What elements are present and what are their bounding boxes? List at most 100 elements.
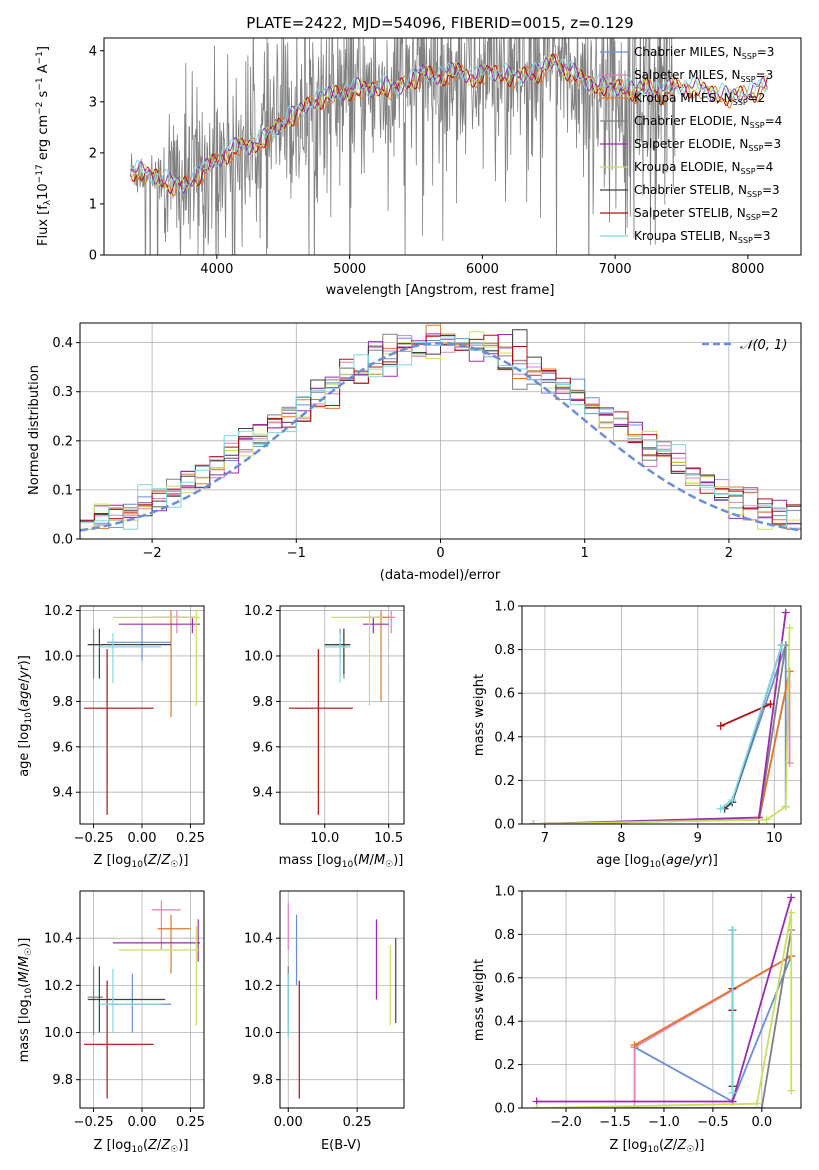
y-tick-label: 10.4: [244, 932, 273, 947]
y-tick-label: 0.4: [494, 1015, 515, 1030]
legend-subscript: SSP: [741, 167, 756, 176]
massZ-xlabel: Z [log10(Z/Z☉)]: [94, 1138, 189, 1155]
y-tick-label: 0.2: [494, 1058, 515, 1073]
x-tick-label: 6000: [466, 262, 499, 277]
legend-subscript: SSP: [738, 236, 753, 245]
spectrum-ylabel: Flux [fλ10−17 erg cm−2 s−1 A−1]: [35, 46, 53, 246]
legend-subscript: SSP: [748, 144, 763, 153]
x-tick-label: −1.0: [648, 1115, 680, 1130]
axes: −2.0 −1.5 −1.0 −0.5 0.0 0.0 0.2 0.4 0.6 0.8 1.0: [494, 885, 802, 1130]
x-tick-label: 0.00: [128, 831, 157, 846]
y-tick-label: 0.6: [494, 687, 515, 702]
weight-vs-age-panel: 7 8 9 10 0.0 0.2 0.4 0.6 0.8 1.0: [494, 600, 802, 846]
weight-vs-Z-panel: −2.0 −1.5 −1.0 −0.5 0.0 0.0 0.2 0.4 0.6 0.8 1.0: [494, 885, 802, 1130]
spectrum-legend: Chabrier MILES, NSSP=3 Salpeter MILES, NS…: [600, 45, 782, 245]
x-tick-label: 4000: [200, 262, 233, 277]
weight-line: [533, 645, 787, 824]
plot-area: [83, 610, 201, 815]
y-tick-label: 9.4: [252, 786, 273, 801]
legend-subscript: SSP: [733, 98, 748, 107]
axes-frame: [279, 605, 405, 825]
normal-curve: [80, 341, 799, 532]
histogram-series: [80, 336, 801, 530]
massZ-ylabel: mass [log10(M/M☉)]: [17, 938, 34, 1063]
grid: [522, 890, 801, 1109]
x-tick-label: −2.0: [550, 1115, 582, 1130]
axes: 4000 5000 6000 7000 8000 0 1 2 3 4: [89, 37, 802, 277]
legend-label: Kroupa MILES, NSSP=2: [634, 91, 765, 107]
x-tick-label: −1: [287, 546, 306, 561]
grid: [280, 606, 404, 824]
legend-count: =3: [762, 183, 780, 197]
legend-count: =3: [763, 137, 781, 151]
y-tick-label: 9.6: [52, 740, 73, 755]
x-tick-label: 7000: [599, 262, 632, 277]
x-tick-label: 9: [694, 831, 702, 846]
mass-vs-Z-panel: −0.25 0.00 0.25 9.8 10.0 10.2 10.4: [44, 890, 205, 1130]
hist-xlabel: (data-model)/error: [380, 568, 501, 583]
observed-spectrum: [130, 38, 676, 255]
y-tick-label: 0.2: [52, 434, 73, 449]
legend-label: Salpeter STELIB, NSSP=2: [634, 206, 778, 222]
y-tick-label: 2: [89, 146, 97, 161]
spectrum-xlabel: wavelength [Angstrom, rest frame]: [326, 283, 555, 298]
legend-label: Chabrier STELIB, NSSP=3: [634, 183, 780, 199]
age-vs-mass-panel: 10.0 10.5 9.4 9.6 9.8 10.0 10.2: [244, 604, 405, 846]
y-tick-label: 10.0: [244, 649, 273, 664]
plot-area: [130, 38, 769, 255]
x-tick-label: 0.25: [176, 1115, 205, 1130]
weight-line: [536, 929, 793, 1108]
y-tick-label: 0.8: [494, 928, 515, 943]
ageZ-ylabel: age [log10(age/yr)]: [17, 655, 34, 777]
y-tick-label: 0.4: [494, 730, 515, 745]
weight-line: [533, 612, 787, 824]
y-tick-label: 1.0: [494, 600, 515, 615]
y-tick-label: 3: [89, 95, 97, 110]
x-tick-label: 10.5: [374, 831, 403, 846]
x-tick-label: −1.5: [599, 1115, 631, 1130]
y-tick-label: 1.0: [494, 885, 515, 900]
x-tick-label: 0.00: [274, 1115, 303, 1130]
y-tick-label: 0.3: [52, 385, 73, 400]
x-tick-label: 0.0: [751, 1115, 772, 1130]
legend-label: Chabrier MILES, NSSP=3: [634, 45, 774, 61]
y-tick-label: 0.2: [494, 774, 515, 789]
y-tick-label: 10.0: [44, 1026, 73, 1041]
x-tick-label: 1: [581, 546, 589, 561]
x-tick-label: 0: [436, 546, 444, 561]
y-tick-label: 0.4: [52, 336, 73, 351]
axes-frame: [521, 890, 802, 1109]
y-tick-label: 1: [89, 197, 97, 212]
y-tick-label: 10.2: [44, 604, 73, 619]
legend-count: =2: [748, 91, 766, 105]
weight-line: [634, 955, 792, 1046]
legend-label: Salpeter MILES, NSSP=3: [634, 68, 773, 84]
weight-line: [720, 703, 771, 727]
age-vs-Z-panel: −0.25 0.00 0.25 9.4 9.6 9.8 10.0 10.2: [44, 604, 205, 846]
y-tick-label: 0: [89, 249, 97, 264]
legend-count: =2: [761, 206, 779, 220]
legend-count: =4: [756, 160, 774, 174]
axes-frame: [279, 890, 405, 1109]
y-tick-label: 10.4: [44, 932, 73, 947]
x-tick-label: 8: [617, 831, 625, 846]
weight-line: [533, 627, 791, 824]
model-spectrum: [130, 58, 769, 194]
axes-frame: [521, 605, 802, 825]
legend-label: Kroupa ELODIE, NSSP=4: [634, 160, 773, 176]
legend-subscript: SSP: [742, 52, 757, 61]
y-tick-label: 9.8: [52, 695, 73, 710]
plot-area: [529, 608, 794, 824]
legend-count: =3: [757, 45, 775, 59]
wZ-ylabel: mass weight: [472, 959, 487, 1041]
y-tick-label: 10.0: [44, 649, 73, 664]
y-tick-label: 9.4: [52, 786, 73, 801]
x-tick-label: −0.25: [74, 1115, 114, 1130]
legend-subscript: SSP: [741, 75, 756, 84]
y-tick-label: 4: [89, 44, 97, 59]
y-tick-label: 0.0: [494, 818, 515, 833]
y-tick-label: 10.2: [44, 979, 73, 994]
spectrum-panel: 4000 5000 6000 7000 8000 0 1 2 3 4: [89, 37, 802, 277]
residual-histogram-panel: −2 −1 0 1 2 0.0 0.1 0.2 0.3 0.4: [52, 322, 802, 561]
mass-vs-EBV-panel: 0.00 0.25 9.8 10.0 10.2 10.4: [244, 890, 405, 1130]
